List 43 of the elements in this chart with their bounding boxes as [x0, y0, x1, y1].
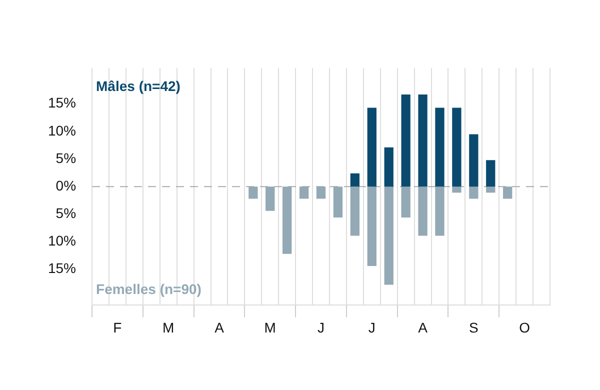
bar: [401, 94, 410, 187]
y-tick-label: 10%: [48, 232, 76, 249]
bar: [316, 186, 326, 199]
x-tick-label: J: [318, 319, 325, 336]
bar: [350, 186, 360, 236]
y-tick-label: 15%: [48, 260, 76, 276]
bar: [401, 186, 410, 218]
bar: [248, 186, 258, 199]
bar: [418, 186, 428, 236]
text: Mâles (n=42): [96, 78, 180, 94]
x-tick-label: J: [368, 319, 376, 336]
bar: [435, 186, 444, 236]
x-tick-label: O: [519, 319, 530, 336]
bar: [282, 186, 292, 254]
y-tick-label: 10%: [48, 122, 76, 138]
bar: [299, 186, 309, 199]
bar: [452, 186, 462, 193]
bar: [469, 186, 478, 199]
text: Femelles (n=90): [96, 281, 202, 298]
bar: [333, 186, 343, 218]
bar: [266, 186, 275, 211]
bar: [350, 173, 360, 187]
bar: [367, 186, 376, 266]
y-tick-label: 15%: [48, 94, 76, 111]
bar: [384, 186, 394, 285]
y-tick-label: 5%: [56, 205, 76, 222]
y-tick-label: 0%: [56, 177, 76, 194]
bar: [435, 108, 444, 187]
x-tick-label: A: [418, 319, 428, 336]
bar: [486, 186, 496, 193]
bar: [367, 108, 376, 187]
x-tick-label: M: [264, 319, 276, 336]
bar: [452, 108, 462, 187]
bar: [384, 147, 394, 187]
y-tick-label: 5%: [56, 150, 76, 166]
bar: [469, 134, 478, 187]
x-tick-label: S: [469, 319, 478, 336]
x-tick-label: F: [113, 319, 122, 336]
x-tick-label: M: [162, 319, 174, 336]
bar: [418, 94, 428, 187]
bar: [486, 160, 496, 187]
bar: [503, 186, 512, 199]
x-tick-label: A: [214, 319, 225, 336]
